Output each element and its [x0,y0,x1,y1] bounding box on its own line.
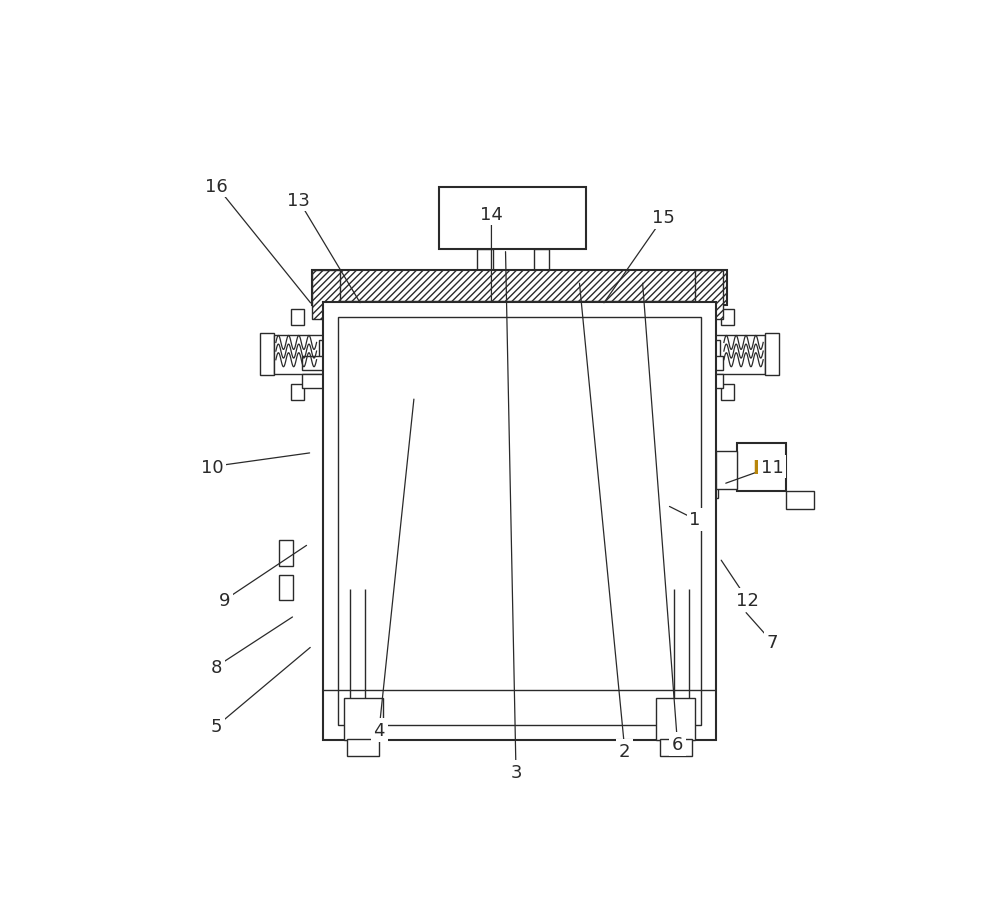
Bar [333,397,706,408]
Bar [656,699,695,741]
Bar [344,699,383,741]
Text: 8: 8 [210,658,222,676]
Bar [534,250,549,271]
Bar [333,527,704,535]
Bar [333,312,706,397]
Text: 15: 15 [652,209,675,227]
Bar [333,535,704,580]
Bar [279,540,293,567]
Bar [343,432,704,517]
Bar [721,310,734,325]
Bar [302,374,323,388]
Bar [786,492,814,509]
Bar [291,385,304,401]
Bar [333,302,706,312]
Bar [343,422,704,432]
Bar [312,271,340,320]
Bar [302,356,323,370]
Text: 14: 14 [480,206,503,223]
Bar [347,739,379,756]
Bar [343,517,704,526]
Bar [702,374,723,388]
Bar [319,341,330,369]
Bar [660,739,692,756]
Bar [716,451,737,489]
Bar [323,302,716,741]
Bar [439,188,586,250]
Bar [312,271,727,306]
Text: 7: 7 [767,633,778,651]
Bar [765,333,779,376]
Bar [333,580,704,589]
Bar [706,335,765,374]
Text: 11: 11 [761,458,784,476]
Text: 1: 1 [689,511,701,528]
Text: 6: 6 [672,735,683,753]
Text: 4: 4 [373,722,385,739]
Text: 3: 3 [510,763,522,782]
Bar [702,356,723,370]
Bar [737,444,786,492]
Bar [291,310,304,325]
Bar [695,271,723,320]
Bar [704,464,718,498]
Bar [274,335,333,374]
Bar [260,333,274,376]
Text: 16: 16 [205,178,228,196]
Text: 13: 13 [287,191,310,210]
Text: 5: 5 [210,718,222,735]
Text: 9: 9 [219,591,230,609]
Text: 10: 10 [201,458,223,476]
Bar [279,576,293,600]
Bar [338,318,701,725]
Bar [721,385,734,401]
Text: 12: 12 [736,591,759,609]
Bar [477,250,493,271]
Bar [709,341,720,369]
Text: M: M [752,458,771,477]
Text: 2: 2 [619,742,631,760]
Bar [330,464,344,498]
